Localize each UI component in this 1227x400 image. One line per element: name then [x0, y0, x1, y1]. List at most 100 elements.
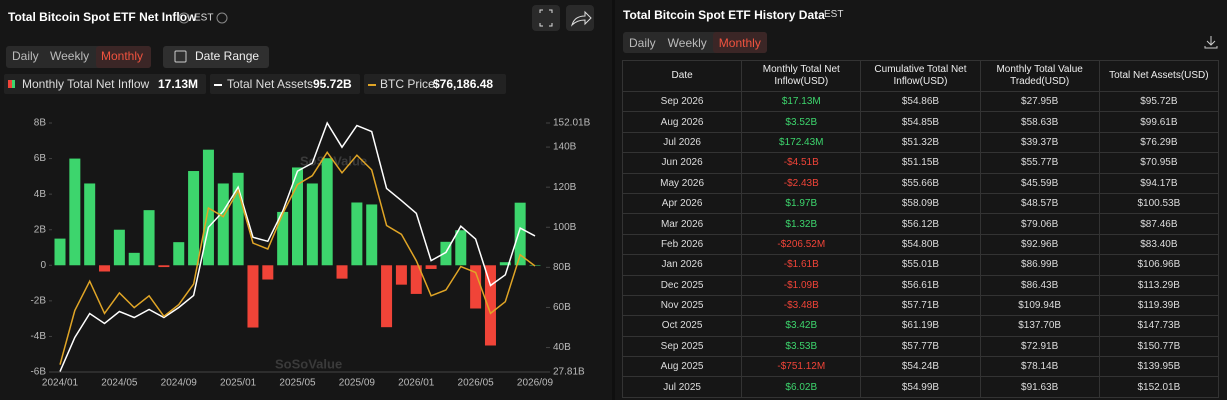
chart-title: Total Bitcoin Spot ETF Net Inflow	[8, 10, 197, 24]
y-tick-label: 4B	[34, 189, 47, 200]
bar	[336, 265, 348, 279]
table-cell: $79.06B	[979, 213, 1100, 235]
y-tick-label: -6B	[30, 367, 46, 378]
table-cell: $113.29B	[1098, 274, 1219, 296]
bar	[188, 171, 200, 266]
tab[interactable]: Daily	[12, 49, 39, 63]
table-panel: Total Bitcoin Spot ETF History Data EST …	[615, 0, 1227, 400]
column-header: Monthly Total Value Traded(USD)	[979, 60, 1100, 92]
legend-label: BTC Price	[380, 77, 435, 91]
table-cell: $51.15B	[860, 152, 981, 174]
header-row: Date Monthly Total Net Inflow(USD) Cumulat…	[622, 60, 1219, 92]
bar	[292, 167, 303, 266]
table-cell: May 2026	[622, 172, 743, 194]
table-cell: $72.91B	[979, 335, 1100, 358]
download-icon[interactable]	[1203, 34, 1219, 50]
table-row: Dec 2025 -$1.09B $56.61B $86.43B $113.29B	[622, 274, 1219, 296]
table-row: Feb 2026 -$206.52M $54.80B $92.96B $83.40B	[622, 233, 1219, 256]
table-cell: $58.09B	[860, 192, 981, 215]
table-cell: $172.43M	[741, 131, 862, 154]
table-cell: $152.01B	[1098, 376, 1219, 398]
date-range-button[interactable]	[163, 46, 269, 68]
bar	[321, 158, 333, 266]
bar	[277, 211, 289, 266]
bar	[395, 265, 407, 285]
bar	[514, 202, 526, 266]
tab[interactable]: Monthly	[712, 32, 767, 53]
table-cell: $87.46B	[1098, 213, 1219, 235]
table-cell: $54.80B	[860, 233, 981, 256]
table-cell: $3.42B	[741, 315, 862, 337]
bar	[366, 204, 378, 266]
x-tick-label: 2024/09	[161, 378, 198, 389]
table-row: Jan 2026 -$1.61B $55.01B $86.99B $106.96B	[622, 254, 1219, 276]
x-tick-label: 2026/05	[458, 378, 495, 389]
tab[interactable]: Monthly	[101, 49, 143, 63]
timezone: EST	[824, 9, 844, 20]
table-cell: $109.94B	[979, 294, 1100, 317]
table-cell: -$2.43B	[741, 172, 862, 194]
table-cell: $91.63B	[979, 376, 1100, 398]
table-row: Oct 2025 $3.42B $61.19B $137.70B $147.73B	[622, 315, 1219, 337]
table-cell: $86.99B	[979, 254, 1100, 276]
table-cell: $48.57B	[979, 192, 1100, 215]
table-cell: $17.13M	[741, 90, 862, 113]
table-row: Jul 2025 $6.02B $54.99B $91.63B $152.01B	[622, 376, 1219, 398]
share-button[interactable]	[566, 5, 594, 31]
x-tick-label: 2025/09	[339, 378, 376, 389]
bar	[113, 229, 125, 266]
timezone: EST	[194, 13, 213, 24]
date-range-label: Date Range	[195, 49, 259, 63]
table-cell: $86.43B	[979, 274, 1100, 296]
table-cell: $106.96B	[1098, 254, 1219, 276]
tab[interactable]: Weekly	[50, 49, 89, 63]
table-cell: -$751.12M	[741, 356, 862, 378]
table-row: Nov 2025 -$3.48B $57.71B $109.94B $119.39B	[622, 294, 1219, 317]
table-cell: $3.52B	[741, 111, 862, 133]
y-tick-label: 6B	[34, 153, 47, 164]
bar	[232, 172, 244, 266]
table-cell: -$206.52M	[741, 233, 862, 256]
table-title: Total Bitcoin Spot ETF History Data	[623, 8, 825, 22]
table-cell: $51.32B	[860, 131, 981, 154]
table-cell: $27.95B	[979, 90, 1100, 113]
bar	[158, 265, 170, 268]
y-tick-label: 8B	[34, 118, 47, 129]
x-tick-label: 2026/01	[398, 378, 435, 389]
table-cell: -$1.61B	[741, 254, 862, 276]
table-row: Mar 2026 $1.32B $56.12B $79.06B $87.46B	[622, 213, 1219, 235]
info-icon[interactable]	[216, 12, 228, 24]
table-cell: $45.59B	[979, 172, 1100, 194]
legend-label: Monthly Total Net Inflow	[22, 77, 150, 91]
bar	[173, 242, 185, 266]
table-cell: $119.39B	[1098, 294, 1219, 317]
bar	[440, 241, 452, 266]
table-cell: $56.61B	[860, 274, 981, 296]
table-cell: Mar 2026	[622, 213, 743, 235]
table-row: Sep 2025 $3.53B $57.77B $72.91B $150.77B	[622, 335, 1219, 358]
tab[interactable]: Weekly	[667, 36, 707, 50]
table-cell: $56.12B	[860, 213, 981, 235]
table-row: Jun 2026 -$4.51B $51.15B $55.77B $70.95B	[622, 152, 1219, 174]
column-header: Date	[622, 60, 743, 92]
info-icon[interactable]	[178, 12, 190, 24]
y2-tick-label: 40B	[553, 342, 571, 353]
table-cell: Aug 2026	[622, 111, 743, 133]
tab[interactable]: Daily	[629, 36, 656, 50]
y2-tick-label: 27.81B	[553, 367, 585, 378]
table-cell: Dec 2025	[622, 274, 743, 296]
history-table: Date Monthly Total Net Inflow(USD) Cumulat…	[622, 60, 1219, 398]
table-cell: Jul 2025	[622, 376, 743, 398]
legend-box	[4, 74, 206, 94]
table-row: May 2026 -$2.43B $55.66B $45.59B $94.17B	[622, 172, 1219, 194]
fullscreen-button[interactable]	[532, 5, 560, 31]
legend-swatch	[8, 80, 12, 88]
table-cell: $54.24B	[860, 356, 981, 378]
table-cell: Sep 2025	[622, 335, 743, 358]
table-cell: $78.14B	[979, 356, 1100, 378]
bar	[128, 252, 140, 266]
table-cell: $92.96B	[979, 233, 1100, 256]
y-tick-label: 0	[40, 260, 46, 271]
table-cell: -$3.48B	[741, 294, 862, 317]
table-cell: $100.53B	[1098, 192, 1219, 215]
